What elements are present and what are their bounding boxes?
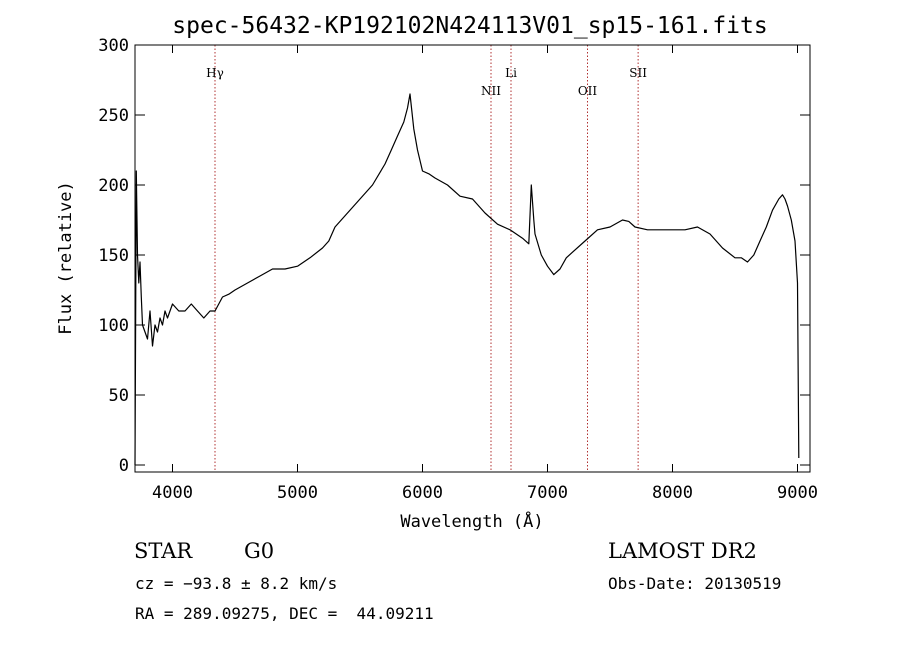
y-tick-label: 50	[109, 386, 129, 406]
x-tick-label: 8000	[652, 483, 693, 503]
object-class: STAR	[134, 539, 193, 563]
y-tick-label: 200	[98, 176, 129, 196]
plot-frame	[134, 44, 811, 473]
x-axis-label: Wavelength (Å)	[400, 510, 543, 532]
line-marker-label: Li	[505, 66, 517, 80]
survey-label: LAMOST DR2	[608, 539, 757, 563]
redshift-velocity: cz = −93.8 ± 8.2 km/s	[135, 574, 338, 593]
coordinates: RA = 289.09275, DEC = 44.09211	[135, 604, 434, 623]
line-marker-label: SII	[629, 66, 647, 80]
x-tick-label: 5000	[277, 483, 318, 503]
object-subclass: G0	[244, 539, 275, 563]
x-tick-label: 6000	[402, 483, 443, 503]
x-tick-label: 9000	[777, 483, 818, 503]
line-marker-label: Hγ	[206, 66, 224, 80]
y-tick-label: 100	[98, 316, 129, 336]
y-axis-label: Flux (relative)	[56, 181, 76, 335]
y-tick-label: 150	[98, 246, 129, 266]
y-tick-label: 250	[98, 106, 129, 126]
chart-title: spec-56432-KP192102N424113V01_sp15-161.f…	[172, 13, 767, 39]
spectrum-line	[134, 93, 800, 466]
y-tick-label: 300	[98, 36, 129, 56]
y-tick-label: 0	[119, 456, 129, 476]
line-marker-label: NII	[481, 84, 501, 98]
line-marker-label: OII	[578, 84, 598, 98]
observation-date: Obs-Date: 20130519	[608, 574, 782, 593]
x-tick-label: 7000	[527, 483, 568, 503]
x-tick-label: 4000	[152, 483, 193, 503]
